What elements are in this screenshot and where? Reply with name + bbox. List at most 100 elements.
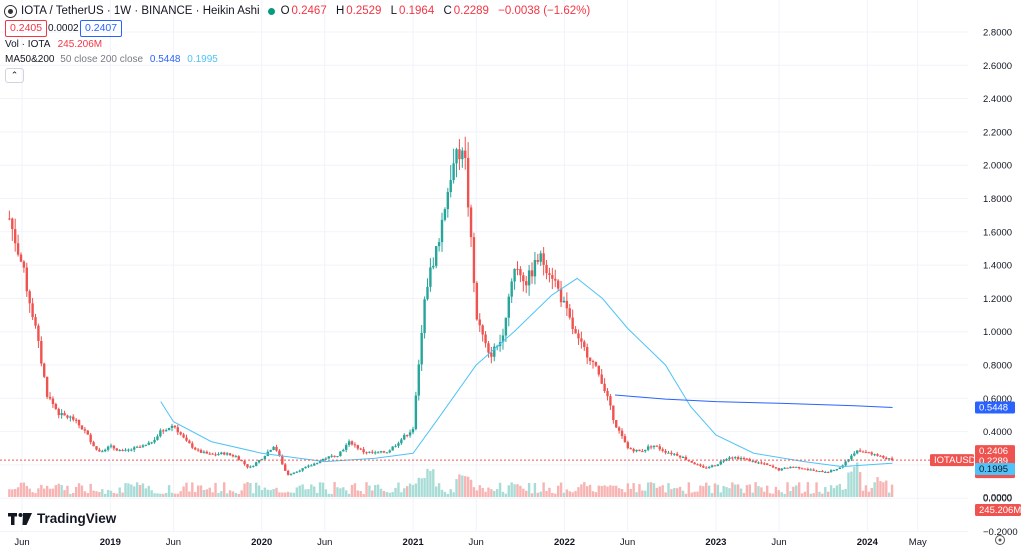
volume-bar (60, 485, 63, 497)
volume-zero-label: 0.0000 (983, 493, 1012, 504)
candle-body (629, 448, 632, 450)
volume-bar (179, 491, 182, 497)
price-tick-label: 1.0000 (983, 327, 1012, 338)
candle-body (879, 455, 882, 457)
volume-bar (490, 489, 493, 497)
volume-bar (214, 482, 217, 497)
volume-bar (719, 492, 722, 497)
volume-bar (890, 484, 894, 497)
price-axis[interactable]: 2.8000 2.6000 2.4000 2.2000 2.0000 1.8000 1.60… (983, 28, 1018, 539)
volume-bar (585, 486, 589, 497)
volume-bar (147, 485, 150, 497)
price-tick-label: 2.6000 (983, 61, 1012, 72)
candle-body (385, 452, 389, 454)
candle-body (542, 253, 545, 265)
candle-body (449, 180, 452, 193)
time-tick-label: 2021 (403, 537, 425, 548)
volume-bar (40, 484, 43, 497)
volume-bar (138, 484, 142, 497)
candle-body (112, 445, 116, 449)
candle-body (254, 462, 258, 466)
volume-bar (167, 485, 171, 497)
volume-bar (484, 491, 487, 497)
volume-bar (797, 482, 801, 497)
candle-body (513, 268, 516, 282)
candle-body (275, 446, 278, 451)
volume-bar (25, 485, 28, 497)
candle-body (231, 454, 235, 457)
volume-bar (43, 488, 46, 497)
candle-body (69, 416, 72, 418)
candle-body (838, 467, 841, 469)
candle-body (57, 408, 60, 416)
volume-bar (661, 485, 664, 497)
sell-button[interactable]: 0.2405 (5, 20, 48, 37)
volume-bar (298, 485, 301, 497)
volume-bar (130, 484, 133, 497)
volume-bar (649, 482, 653, 497)
volume-bar (678, 486, 682, 497)
candle-body (577, 333, 580, 339)
candle-body (382, 451, 386, 453)
candle-body (571, 317, 574, 330)
volume-bar (466, 476, 470, 497)
candle-body (388, 450, 391, 453)
candle-body (196, 449, 200, 451)
volume-bar (150, 490, 153, 497)
time-tick-label: 2024 (857, 537, 879, 548)
candle-body (606, 390, 609, 397)
volume-bar (844, 488, 847, 497)
volume-bar (766, 485, 769, 497)
volume-bar (48, 488, 52, 497)
volume-bar (11, 489, 14, 497)
candle-body (887, 458, 891, 460)
volume-bar (681, 490, 685, 497)
candle-body (783, 467, 786, 469)
volume-bar (281, 492, 284, 497)
volume-bar (144, 488, 148, 497)
candle-body (742, 458, 746, 460)
candle-body (423, 299, 426, 334)
volume-bar (554, 493, 557, 497)
candle-body (844, 461, 847, 466)
candle-body (324, 458, 328, 460)
iota-coin-icon (4, 4, 17, 18)
ma-legend[interactable]: MA50&200 50 close 200 close 0.5448 0.199… (5, 54, 218, 65)
candle-body (481, 325, 484, 335)
candle-body (646, 446, 650, 450)
volume-bar (789, 491, 792, 497)
candle-body (133, 447, 136, 450)
volume-bar (254, 482, 258, 497)
time-axis[interactable]: Jun 2019 Jun 2020 Jun 2021 Jun 2022 Jun 2023 Jun 20… (14, 537, 927, 548)
buy-button[interactable]: 0.2407 (80, 20, 123, 37)
ma-label: MA50&200 (5, 54, 55, 65)
candle-body (522, 275, 525, 282)
symbol-title[interactable]: IOTA / TetherUS · 1W · BINANCE · Heikin … (21, 5, 260, 17)
collapse-legend-button[interactable]: ⌃ (5, 68, 24, 83)
volume-bar (545, 491, 548, 497)
volume-bar (612, 485, 615, 497)
volume-bar (684, 493, 688, 497)
volume-bar (443, 491, 447, 497)
volume-legend[interactable]: Vol · IOTA 245.206M (5, 39, 102, 50)
volume-bar (777, 490, 781, 497)
volume-bar (487, 487, 490, 497)
candle-body (458, 149, 461, 160)
candle-body (205, 451, 209, 454)
candles (8, 136, 894, 476)
volume-bar (536, 492, 540, 497)
candle-body (873, 454, 876, 456)
candle-body (728, 457, 731, 460)
volume-bar (821, 493, 824, 497)
candle-body (321, 458, 325, 461)
candle-body (652, 445, 656, 448)
time-tick-label: 2023 (705, 537, 726, 548)
candle-body (504, 317, 508, 336)
candle-body (797, 466, 801, 469)
settings-gear-icon[interactable] (995, 535, 1005, 545)
candle-body (667, 452, 670, 454)
candle-body (559, 288, 563, 303)
candle-body (754, 460, 757, 463)
volume-bar (887, 492, 891, 497)
